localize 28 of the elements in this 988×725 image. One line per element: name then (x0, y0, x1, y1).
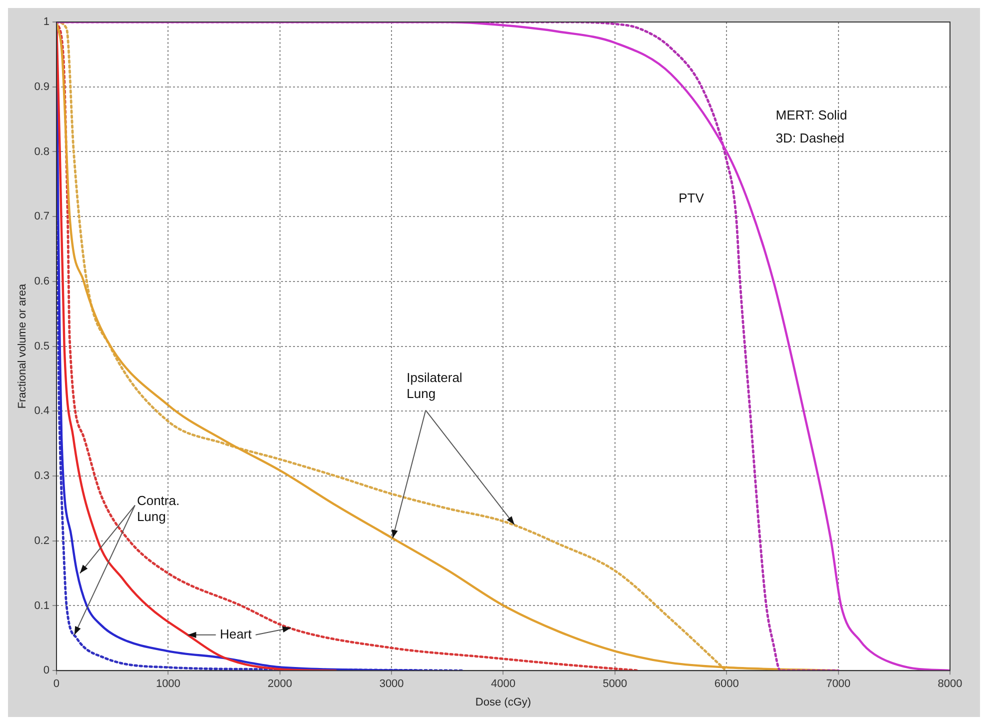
annotation: Ipsilateral Lung (406, 370, 462, 401)
x-tick-label: 4000 (491, 678, 516, 690)
y-tick-label: 0 (43, 664, 50, 677)
x-tick-label: 0 (53, 678, 60, 690)
x-tick-label: 6000 (714, 678, 739, 690)
y-tick-label: 0.3 (34, 470, 50, 482)
annotation: 3D: Dashed (776, 130, 844, 146)
x-tick-label: 5000 (602, 678, 628, 690)
x-axis-title: Dose (cGy) (475, 696, 532, 708)
y-tick-label: 0.7 (34, 210, 50, 223)
annotation: PTV (678, 190, 704, 206)
y-axis-title: Fractional volume or area (16, 283, 29, 409)
y-tick-label: 0.6 (34, 275, 50, 288)
x-tick-label: 8000 (938, 678, 962, 690)
annotation: MERT: Solid (776, 108, 848, 123)
x-tick-label: 1000 (156, 678, 180, 690)
x-tick-label: 2000 (268, 678, 292, 690)
annotation: Contra. Lung (136, 492, 180, 524)
y-tick-label: 0.1 (34, 600, 50, 612)
annotation: Heart (220, 626, 252, 642)
y-tick-label: 0.4 (34, 405, 50, 418)
y-tick-label: 0.2 (34, 534, 50, 547)
y-tick-label: 0.8 (34, 146, 50, 158)
x-tick-label: 7000 (826, 678, 851, 690)
y-tick-label: 1 (43, 16, 50, 28)
y-tick-label: 0.5 (34, 340, 50, 352)
x-tick-label: 3000 (379, 678, 404, 690)
y-tick-label: 0.9 (34, 80, 50, 93)
